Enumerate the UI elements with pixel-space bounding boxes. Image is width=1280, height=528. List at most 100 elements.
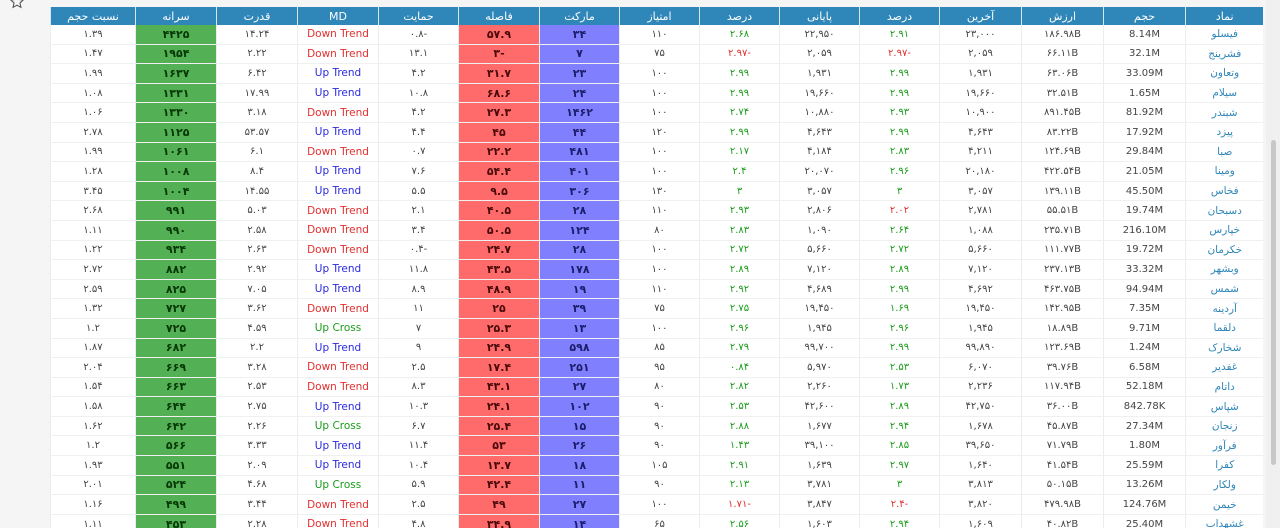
table-header-row: نماد حجم ارزش آخرین درصد پایانی درصد امت… [50, 7, 1263, 25]
last-price-cell: ۳,۰۵۷ [939, 181, 1022, 202]
table-row[interactable]: سیلام 1.65M ۳۲.۵۱B ۱۹,۶۶۰ ۲.۹۹ ۱۹,۶۶۰ ۲.۹۹ ۱۰۰ ۲… [50, 83, 1263, 104]
symbol-cell[interactable]: غفدیر [1185, 357, 1263, 378]
symbol-cell[interactable]: شمس [1185, 279, 1263, 300]
table-row[interactable]: صبا 29.84M ۱۲۴.۶۹B ۴,۲۱۱ ۲.۸۳ ۴,۱۸۴ ۲.۱۷ ۱۰۰ ۴۸۱… [50, 142, 1263, 163]
table-row[interactable]: شبندر 81.92M ۸۹۱.۴۵B ۱۰,۹۰۰ ۲.۹۳ ۱۰,۸۸۰ ۲.۷۴ ۱۰… [50, 102, 1263, 123]
per-capita-cell: ۸۸۲ [135, 259, 217, 280]
volume-cell: 17.92M [1103, 122, 1186, 143]
table-row[interactable]: داتام 52.18M ۱۱۷.۹۴B ۲,۲۳۶ ۱.۷۳ ۲,۲۶۰ ۲.۸۲ ۸۰ ۲۷… [50, 377, 1263, 398]
table-row[interactable]: فیسلو 8.14M ۱۸۶.۹۸B ۲۳,۰۰۰ ۲.۹۱ ۲۲,۹۵۰ ۲.۶۸ ۱۱۰… [50, 25, 1263, 45]
table-row[interactable]: دلقما 9.71M ۱۸.۸۹B ۱,۹۴۵ ۲.۹۶ ۱,۹۴۵ ۲.۹۶ ۱۰۰ ۱۳ ۲… [50, 318, 1263, 339]
vertical-scrollbar[interactable] [1266, 0, 1280, 528]
symbol-cell[interactable]: فشرینج [1185, 44, 1263, 65]
volume-cell: 25.40M [1103, 514, 1186, 528]
symbol-cell[interactable]: فخاس [1185, 181, 1263, 202]
table-row[interactable]: کفرا 25.59M ۴۱.۵۴B ۱,۶۴۰ ۲.۹۷ ۱,۶۳۹ ۲.۹۱ ۱۰۵ ۱۸ ۱… [50, 455, 1263, 476]
table-row[interactable]: دسبحان 19.74M ۵۵.۵۱B ۲,۷۸۱ ۲.۰۲ ۲,۸۰۶ ۲.۹۳ ۱۱۰ ۲… [50, 200, 1263, 221]
col-header-volume[interactable]: حجم [1103, 7, 1186, 25]
col-header-market[interactable]: مارکت [539, 7, 620, 25]
table-row[interactable]: غفدیر 6.58M ۳۹.۷۶B ۶,۰۷۰ ۲.۵۳ ۵,۹۷۰ ۰.۸۴ ۹۵ ۲۵۱ ۱… [50, 357, 1263, 378]
col-header-last[interactable]: آخرین [939, 7, 1022, 25]
support-cell: ۱۰.۴ [378, 455, 459, 476]
value-cell: ۸۹۱.۴۵B [1021, 102, 1104, 123]
table-row[interactable]: وتعاون 33.09M ۶۳.۰۶B ۱,۹۳۱ ۲.۹۹ ۱,۹۳۱ ۲.۹۹ ۱۰۰ ۲… [50, 63, 1263, 84]
per-capita-cell: ۱۰۰۴ [135, 181, 217, 202]
support-cell: ۸.۹ [378, 279, 459, 300]
table-row[interactable]: ومینا 21.05M ۴۲۲.۵۴B ۲۰,۱۸۰ ۲.۹۶ ۲۰,۰۷۰ ۲.۴ ۱۰۰… [50, 161, 1263, 182]
support-cell: ۱۱ [378, 298, 459, 319]
symbol-cell[interactable]: وتعاون [1185, 63, 1263, 84]
symbol-cell[interactable]: دلقما [1185, 318, 1263, 339]
symbol-cell[interactable]: فیسلو [1185, 25, 1263, 45]
col-header-close-pct[interactable]: درصد [699, 7, 780, 25]
col-header-close[interactable]: پایانی [779, 7, 860, 25]
power-cell: ۳.۲۸ [216, 357, 298, 378]
col-header-value[interactable]: ارزش [1021, 7, 1104, 25]
table-row[interactable]: فشرینج 32.1M ۶۶.۱۱B ۲,۰۵۹ -۲.۹۷ ۲,۰۵۹ -۲.۹۷ ۷۵ ۷… [50, 44, 1263, 65]
col-header-last-pct[interactable]: درصد [859, 7, 940, 25]
symbol-cell[interactable]: سیلام [1185, 83, 1263, 104]
table-row[interactable]: فخاس 45.50M ۱۳۹.۱۱B ۳,۰۵۷ ۳ ۳,۰۵۷ ۳ ۱۳۰ ۳۰۶ ۹.۵ ۵.… [50, 181, 1263, 202]
col-header-per-capita[interactable]: سرانه [135, 7, 217, 25]
per-capita-cell: ۶۸۲ [135, 338, 217, 359]
value-cell: ۱۴۲.۹۵B [1021, 298, 1104, 319]
table-row[interactable]: ولکار 13.26M ۵۰.۱۵B ۳,۸۱۳ ۳ ۳,۷۸۱ ۲.۱۳ ۹۰ ۱۱ ۴۲.۴… [50, 475, 1263, 496]
symbol-cell[interactable]: شبندر [1185, 102, 1263, 123]
table-row[interactable]: زنجان 27.34M ۴۵.۸۷B ۱,۶۷۸ ۲.۹۴ ۱,۶۷۷ ۲.۸۸ ۹۰ ۱۵ ۲… [50, 416, 1263, 437]
md-cell: Up Trend [297, 161, 379, 182]
volume-ratio-cell: ۱.۵۸ [50, 396, 136, 417]
col-header-symbol[interactable]: نماد [1185, 7, 1263, 25]
last-pct-cell: ۲.۹۹ [859, 83, 940, 104]
table-row[interactable]: خپارس 216.10M ۲۳۵.۷۱B ۱,۰۸۸ ۲.۶۴ ۱,۰۹۰ ۲.۸۳ ۸۰ ۱… [50, 220, 1263, 241]
symbol-cell[interactable]: خیمن [1185, 494, 1263, 515]
market-cell: ۳۴ [539, 25, 620, 45]
symbol-cell[interactable]: خکرمان [1185, 240, 1263, 261]
table-row[interactable]: پیزد 17.92M ۸۳.۲۲B ۴,۶۴۳ ۲.۹۹ ۴,۶۴۳ ۲.۹۹ ۱۲۰ ۴۴ ۴… [50, 122, 1263, 143]
score-cell: ۱۱۰ [619, 200, 700, 221]
volume-cell: 19.74M [1103, 200, 1186, 221]
symbol-cell[interactable]: کفرا [1185, 455, 1263, 476]
table-row[interactable]: شپاس 842.78K ۳۶.۰۰B ۴۲,۷۵۰ ۲.۸۹ ۴۲,۶۰۰ ۲.۵۳ ۹۰ ۱… [50, 396, 1263, 417]
table-row[interactable]: شخارک 1.24M ۱۲۳.۶۹B ۹۹,۸۹۰ ۲.۹۹ ۹۹,۷۰۰ ۲.۷۹ ۸۵ ۵… [50, 338, 1263, 359]
table-row[interactable]: شمس 94.94M ۴۶۳.۷۵B ۴,۶۹۲ ۲.۹۹ ۴,۶۸۹ ۲.۹۲ ۱۱۰ ۱۹ ۴… [50, 279, 1263, 300]
symbol-cell[interactable]: ولکار [1185, 475, 1263, 496]
value-cell: ۴۶۳.۷۵B [1021, 279, 1104, 300]
symbol-cell[interactable]: ومینا [1185, 161, 1263, 182]
symbol-cell[interactable]: وبشهر [1185, 259, 1263, 280]
table-row[interactable]: وبشهر 33.32M ۲۳۷.۱۳B ۷,۱۲۰ ۲.۸۹ ۷,۱۲۰ ۲.۸۹ ۱۰۰ ۱… [50, 259, 1263, 280]
col-header-support[interactable]: حمایت [378, 7, 459, 25]
col-header-md[interactable]: MD [297, 7, 379, 25]
symbol-cell[interactable]: غشهداب [1185, 514, 1263, 528]
table-row[interactable]: فرآور 1.80M ۷۱.۷۹B ۳۹,۶۵۰ ۲.۸۵ ۳۹,۱۰۰ ۱.۴۳ ۹۰ ۲۶… [50, 435, 1263, 457]
md-cell: Up Trend [297, 181, 379, 202]
table-row[interactable]: خیمن 124.76M ۴۷۹.۹۸B ۳,۸۲۰ -۲.۴ ۳,۸۴۷ -۱.۷۱ ۱۰۰… [50, 494, 1263, 515]
col-header-volume-ratio[interactable]: نسبت حجم [50, 7, 136, 25]
symbol-cell[interactable]: خپارس [1185, 220, 1263, 241]
table-row[interactable]: آردینه 7.35M ۱۴۲.۹۵B ۱۹,۴۵۰ ۱.۶۹ ۱۹,۴۵۰ ۲.۷۵ ۷۵… [50, 298, 1263, 319]
per-capita-cell: ۱۳۳۱ [135, 83, 217, 104]
score-cell: ۱۱۰ [619, 279, 700, 300]
value-cell: ۲۳۵.۷۱B [1021, 220, 1104, 241]
distance-cell: ۵۳ [458, 435, 540, 457]
power-cell: ۲.۶۳ [216, 240, 298, 261]
star-icon[interactable] [9, 0, 25, 10]
table-row[interactable]: خکرمان 19.72M ۱۱۱.۷۷B ۵,۶۶۰ ۲.۷۲ ۵,۶۶۰ ۲.۷۲ ۱۰۰… [50, 240, 1263, 261]
col-header-power[interactable]: قدرت [216, 7, 298, 25]
symbol-cell[interactable]: دسبحان [1185, 200, 1263, 221]
symbol-cell[interactable]: فرآور [1185, 435, 1263, 457]
symbol-cell[interactable]: داتام [1185, 377, 1263, 398]
close-pct-cell: ۲.۹۹ [699, 122, 780, 143]
symbol-cell[interactable]: صبا [1185, 142, 1263, 163]
symbol-cell[interactable]: شخارک [1185, 338, 1263, 359]
col-header-distance[interactable]: فاصله [458, 7, 540, 25]
symbol-cell[interactable]: آردینه [1185, 298, 1263, 319]
col-header-score[interactable]: امتیاز [619, 7, 700, 25]
symbol-cell[interactable]: پیزد [1185, 122, 1263, 143]
volume-ratio-cell: ۱.۹۳ [50, 455, 136, 476]
symbol-cell[interactable]: شپاس [1185, 396, 1263, 417]
symbol-cell[interactable]: زنجان [1185, 416, 1263, 437]
scrollbar-thumb[interactable] [1271, 140, 1276, 465]
support-cell: ۶.۷ [378, 416, 459, 437]
last-price-cell: ۱۹,۴۵۰ [939, 298, 1022, 319]
table-row[interactable]: غشهداب 25.40M ۴۰.۸۲B ۱,۶۰۹ ۲.۹۴ ۱,۶۰۳ ۲.۵۶ ۶۵ ۱۴… [50, 514, 1263, 528]
